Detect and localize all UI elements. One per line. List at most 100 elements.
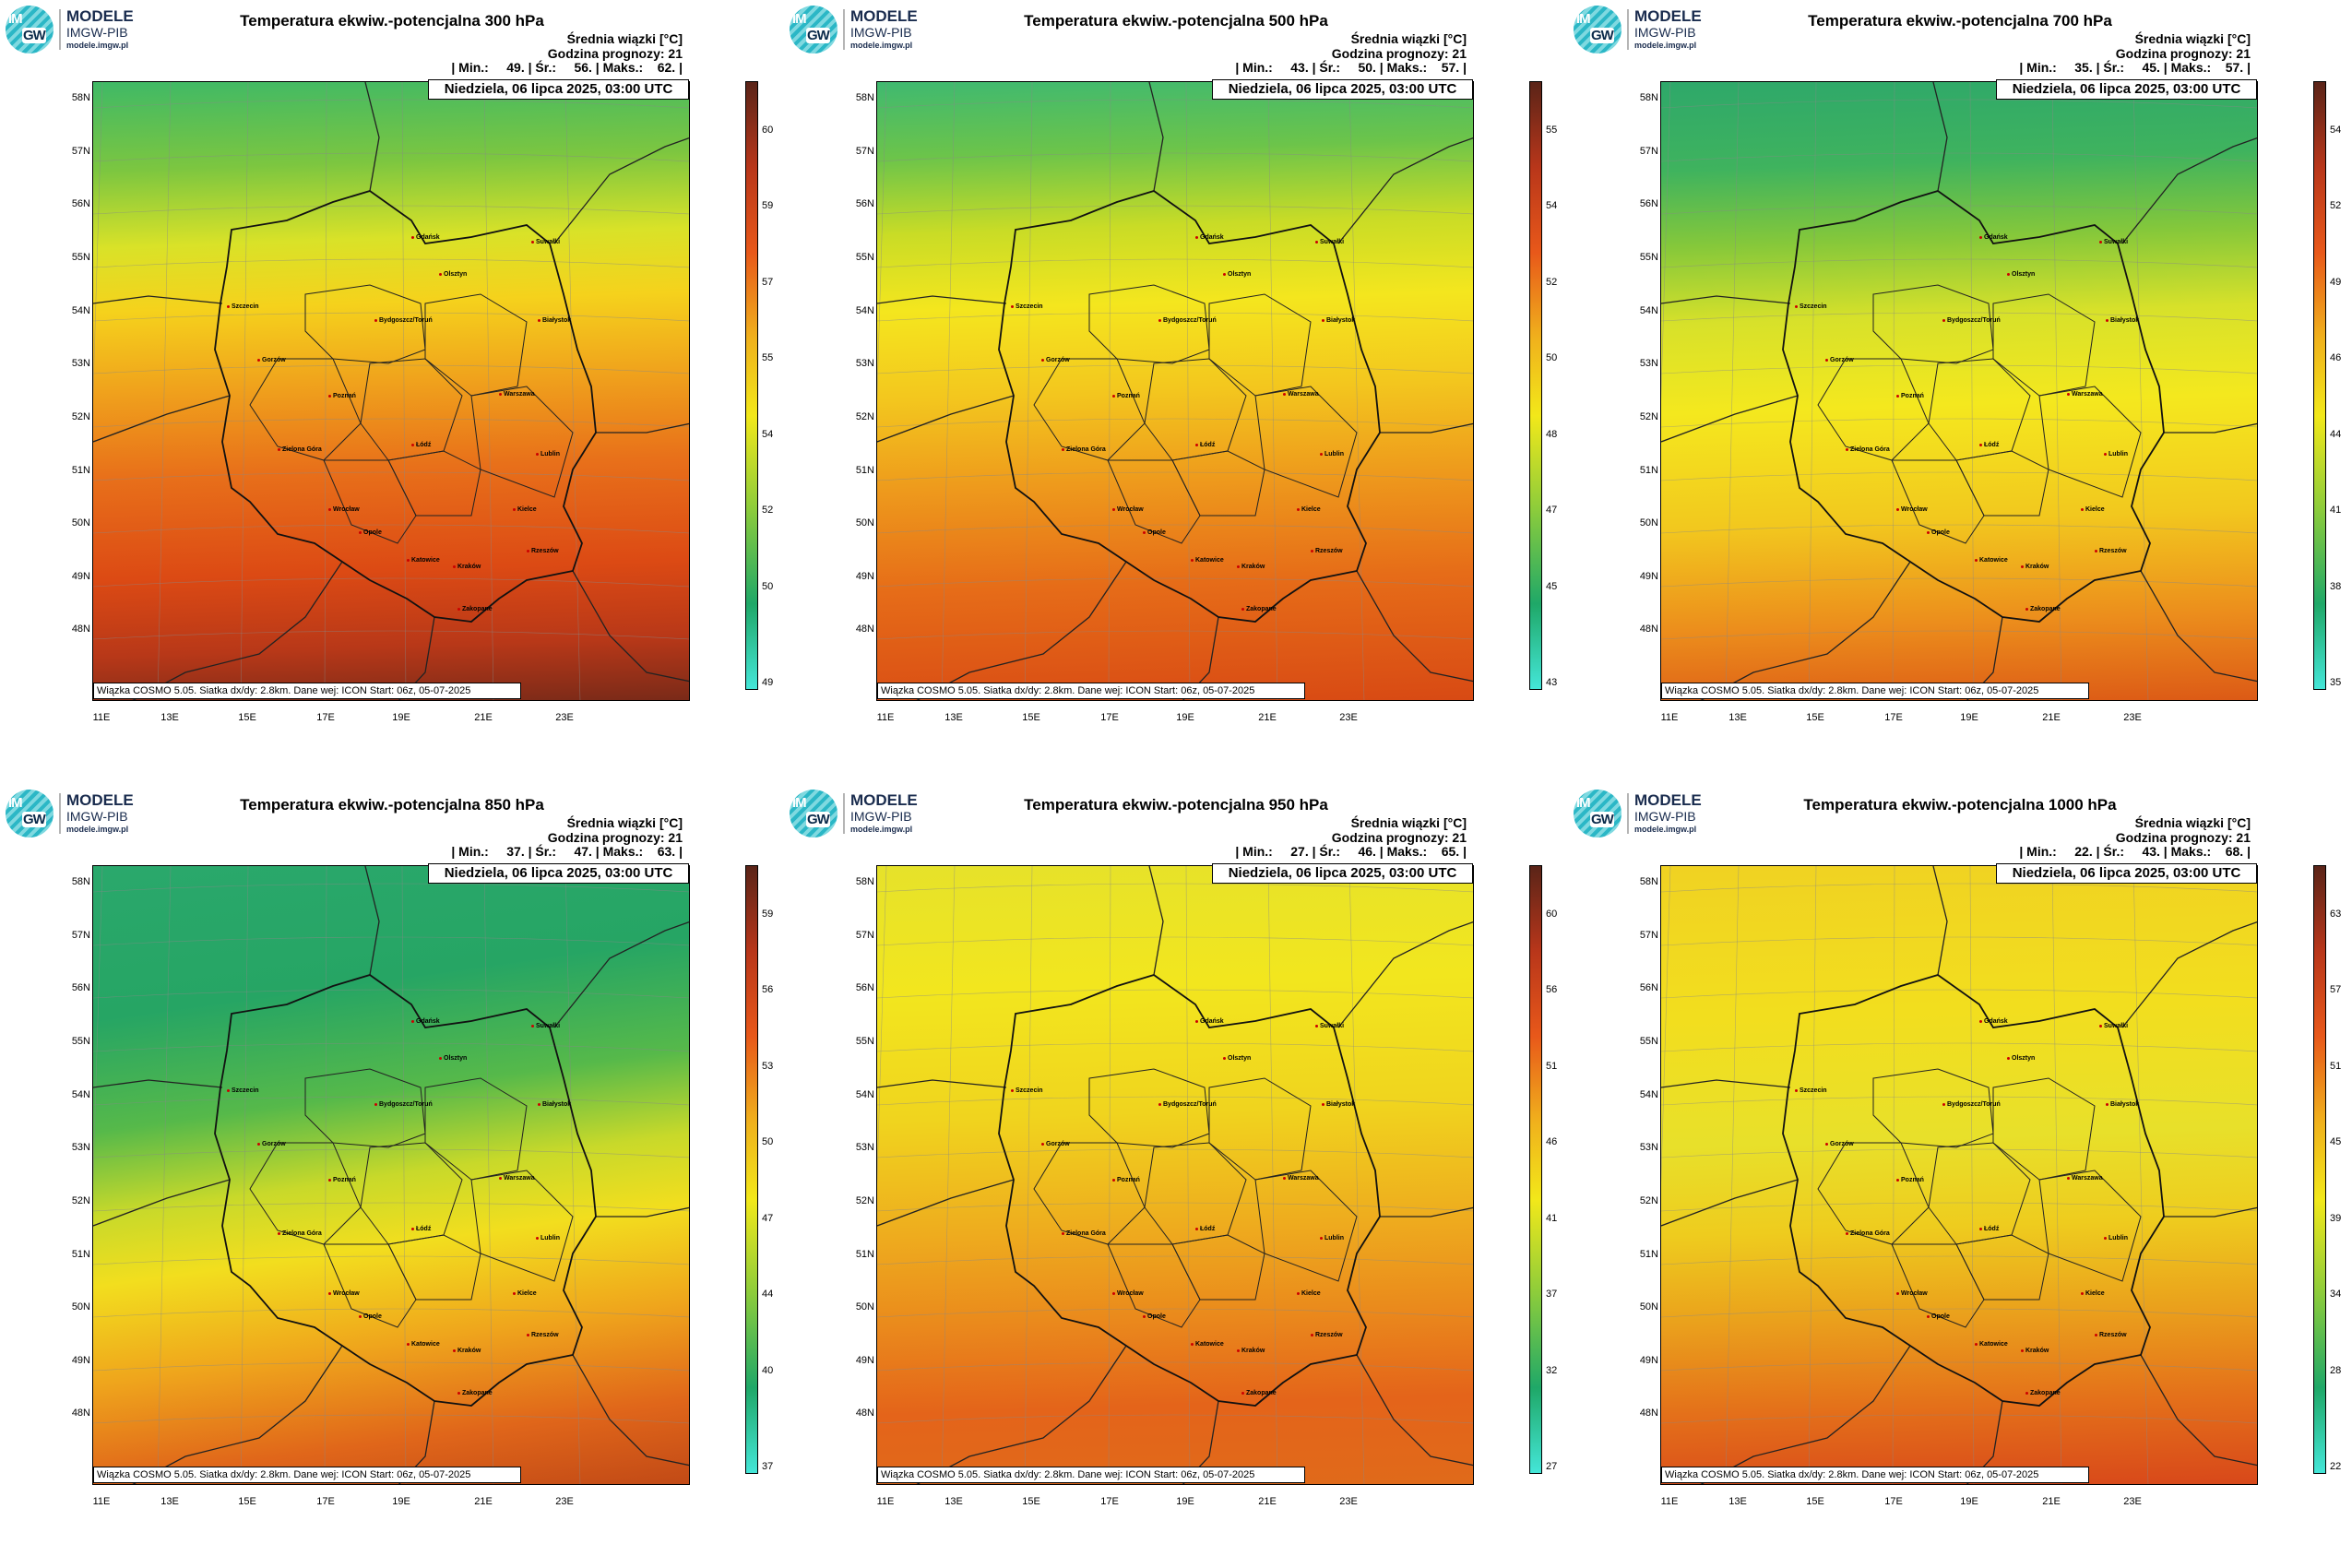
colorbar-tick: 45 xyxy=(2330,1136,2342,1147)
colorbar-tick: 54 xyxy=(1546,200,1558,211)
city-label: Kielce xyxy=(1297,506,1321,513)
forecast-panel: IM GW MODELE IMGW-PIB modele.imgw.pl Temp… xyxy=(784,784,1568,1568)
city-label: Łódź xyxy=(411,1226,431,1232)
latitude-label: 48N xyxy=(855,1408,874,1419)
latitude-label: 48N xyxy=(1639,1408,1658,1419)
city-label: Wrocław xyxy=(1112,1290,1144,1297)
longitude-label: 15E xyxy=(238,712,256,723)
colorbar xyxy=(2313,81,2326,690)
longitude-label: 19E xyxy=(1176,712,1194,723)
longitude-label: 15E xyxy=(1022,1496,1040,1507)
latitude-label: 57N xyxy=(855,930,874,941)
city-label: Bydgoszcz/Toruń xyxy=(374,1101,433,1108)
latitude-label: 54N xyxy=(1639,305,1658,316)
latitude-label: 57N xyxy=(855,146,874,157)
city-label: Kielce xyxy=(1297,1290,1321,1297)
city-label: Katowice xyxy=(407,1341,440,1348)
map-overlay xyxy=(1661,866,2257,1484)
latitude-label: 57N xyxy=(1639,146,1658,157)
logo-title: MODELE xyxy=(1634,791,1702,809)
longitude-label: 21E xyxy=(474,1496,493,1507)
colorbar-tick: 60 xyxy=(762,124,774,136)
forecast-hour: Godzina prognozy: 21 xyxy=(2115,830,2251,845)
city-label: Poznań xyxy=(1896,393,1924,399)
logo-url: modele.imgw.pl xyxy=(66,825,129,834)
colorbar-tick: 49 xyxy=(762,677,774,688)
colorbar-tick: 50 xyxy=(762,1136,774,1147)
latitude-label: 58N xyxy=(71,876,90,887)
latitude-label: 54N xyxy=(855,305,874,316)
forecast-panel: IM GW MODELE IMGW-PIB modele.imgw.pl Temp… xyxy=(0,0,784,784)
forecast-panel: IM GW MODELE IMGW-PIB modele.imgw.pl Temp… xyxy=(1568,784,2352,1568)
city-label: Łódź xyxy=(411,442,431,448)
latitude-label: 58N xyxy=(1639,92,1658,103)
latitude-label: 52N xyxy=(71,1195,90,1206)
colorbar-tick: 60 xyxy=(1546,908,1558,920)
latitude-label: 53N xyxy=(71,358,90,369)
latitude-label: 48N xyxy=(71,1408,90,1419)
longitude-label: 13E xyxy=(944,712,963,723)
city-label: Białystok xyxy=(538,1101,571,1108)
panel-title: Temperatura ekwiw.-potencjalna 1000 hPa xyxy=(1803,796,2117,814)
city-label: Gorzów xyxy=(1041,1141,1070,1147)
colorbar-tick: 55 xyxy=(762,352,774,363)
city-label: Kraków xyxy=(1237,1348,1265,1354)
city-label: Szczecin xyxy=(1795,303,1827,310)
city-label: Zakopane xyxy=(1241,1390,1277,1396)
colorbar-tick: 57 xyxy=(762,276,774,288)
longitude-label: 19E xyxy=(392,712,410,723)
latitude-label: 54N xyxy=(71,305,90,316)
city-label: Zakopane xyxy=(457,1390,493,1396)
longitude-label: 11E xyxy=(1660,712,1679,723)
latitude-label: 50N xyxy=(71,517,90,529)
latitude-label: 49N xyxy=(855,571,874,582)
colorbar-tick: 52 xyxy=(2330,200,2342,211)
logo-url: modele.imgw.pl xyxy=(1634,825,1697,834)
latitude-label: 53N xyxy=(855,1142,874,1153)
city-label: Zakopane xyxy=(2025,606,2061,612)
colorbar-tick: 39 xyxy=(2330,1212,2342,1224)
city-label: Gorzów xyxy=(257,357,286,363)
longitude-label: 23E xyxy=(555,1496,574,1507)
city-label: Bydgoszcz/Toruń xyxy=(374,317,433,324)
city-label: Rzeszów xyxy=(1311,1332,1343,1338)
longitude-label: 17E xyxy=(1100,712,1119,723)
city-label: Szczecin xyxy=(227,1087,259,1094)
longitude-label: 11E xyxy=(92,712,111,723)
longitude-label: 11E xyxy=(876,1496,895,1507)
map-overlay xyxy=(877,866,1473,1484)
longitude-label: 19E xyxy=(1960,1496,1978,1507)
latitude-label: 52N xyxy=(1639,411,1658,422)
city-label: Kraków xyxy=(1237,564,1265,570)
city-label: Zielona Góra xyxy=(1846,446,1890,453)
logo-subtitle: IMGW-PIB xyxy=(850,25,912,40)
city-label: Poznań xyxy=(1112,1177,1140,1183)
city-label: Zakopane xyxy=(1241,606,1277,612)
latitude-label: 58N xyxy=(71,92,90,103)
latitude-label: 56N xyxy=(71,982,90,993)
city-label: Kielce xyxy=(2081,1290,2105,1297)
latitude-label: 48N xyxy=(1639,624,1658,635)
longitude-label: 23E xyxy=(1339,712,1358,723)
latitude-label: 55N xyxy=(855,1036,874,1047)
logo-title: MODELE xyxy=(850,7,918,25)
city-label: Łódź xyxy=(1979,442,1999,448)
longitude-label: 23E xyxy=(555,712,574,723)
longitude-label: 21E xyxy=(474,712,493,723)
panel-title: Temperatura ekwiw.-potencjalna 500 hPa xyxy=(1024,12,1328,30)
latitude-label: 54N xyxy=(71,1089,90,1100)
latitude-label: 56N xyxy=(855,198,874,209)
city-label: Lublin xyxy=(536,451,560,457)
colorbar-tick: 59 xyxy=(762,908,774,920)
colorbar-tick: 49 xyxy=(2330,276,2342,288)
latitude-label: 49N xyxy=(71,1355,90,1366)
city-label: Łódź xyxy=(1195,1226,1215,1232)
model-footer: Wiązka COSMO 5.05. Siatka dx/dy: 2.8km. … xyxy=(877,1467,1305,1483)
city-label: Rzeszów xyxy=(527,548,559,554)
latitude-label: 52N xyxy=(855,1195,874,1206)
city-label: Warszawa xyxy=(2067,391,2103,398)
city-label: Opole xyxy=(1143,529,1166,536)
colorbar-tick: 28 xyxy=(2330,1364,2342,1376)
temperature-map: Gdańsk Suwałki Olsztyn Białystok Szczeci… xyxy=(92,865,690,1485)
colorbar-tick: 50 xyxy=(1546,352,1558,363)
